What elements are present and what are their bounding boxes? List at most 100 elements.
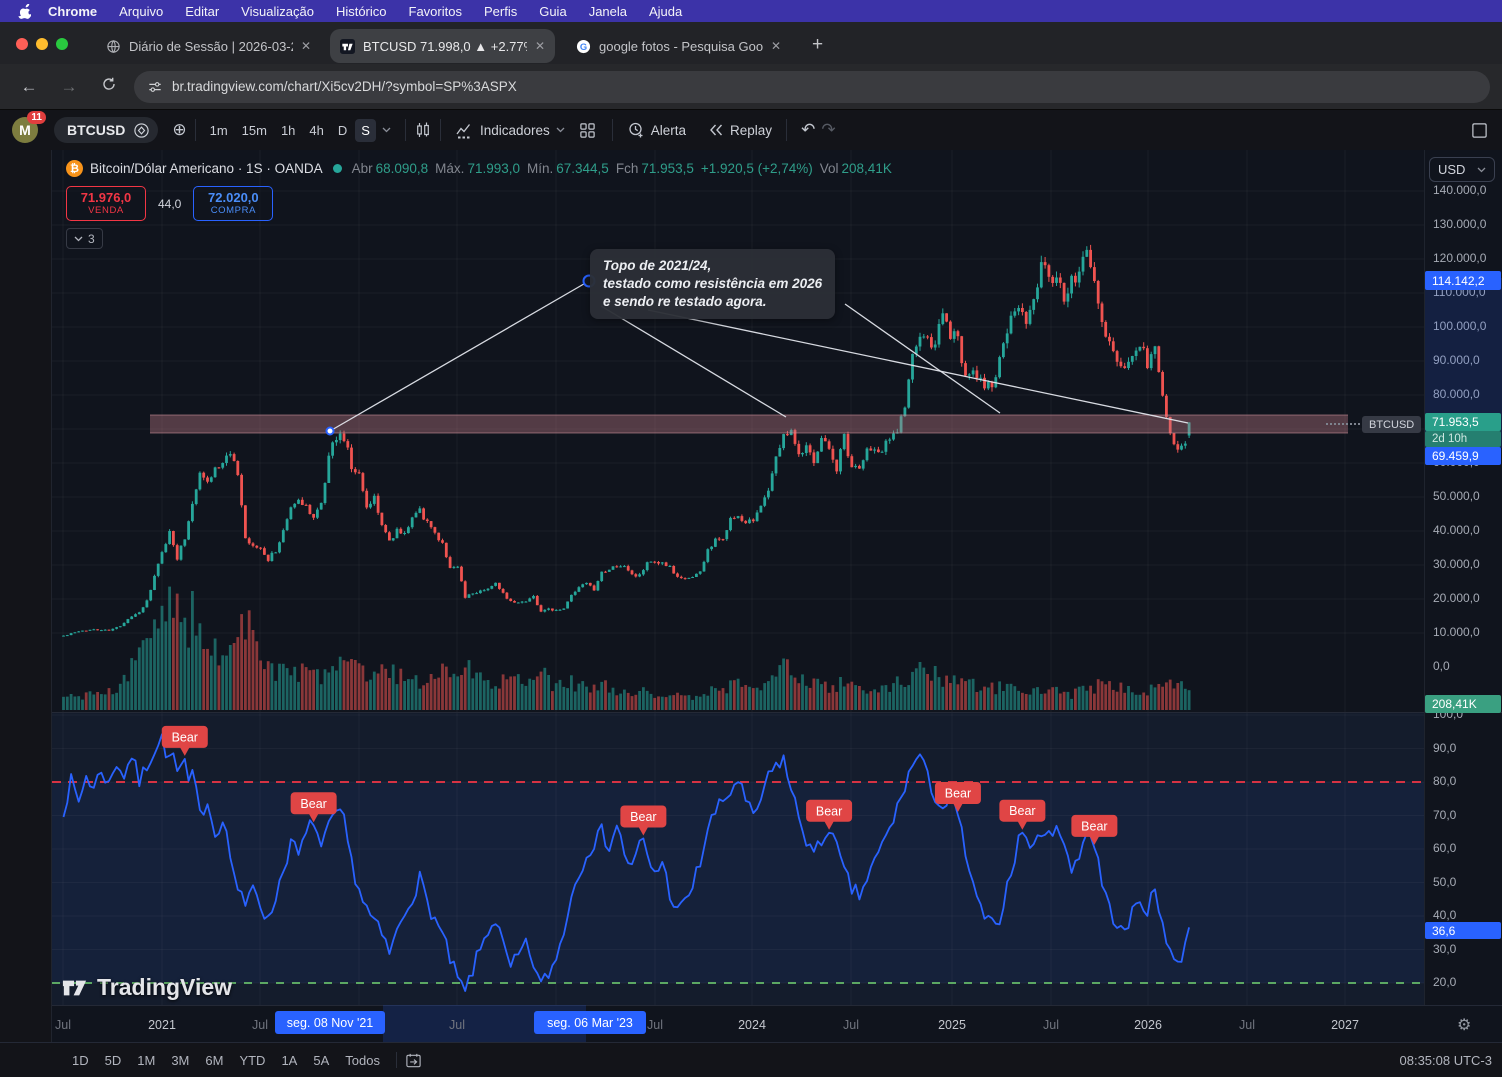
price-tick-10000: 10.000,0	[1433, 625, 1480, 639]
close-icon[interactable]: ✕	[300, 39, 311, 53]
symbol-detail-icon[interactable]	[133, 122, 150, 139]
resistance-zone[interactable]	[150, 414, 1348, 434]
timeframe-1m[interactable]: 1m	[209, 122, 228, 138]
indicators-button[interactable]: Indicadores	[449, 121, 571, 139]
symbol-search[interactable]: BTCUSD	[54, 117, 159, 143]
range-5a[interactable]: 5A	[313, 1052, 330, 1068]
timeframe-list: 1m 15m 1h 4h D S	[204, 118, 376, 142]
tradingview-watermark: TradingView	[62, 974, 232, 1001]
undo-button[interactable]: ↶	[801, 120, 816, 139]
buy-button[interactable]: 72.020,0 COMPRA	[193, 186, 274, 221]
volume-bars	[62, 586, 1191, 710]
timeframe-D[interactable]: D	[337, 122, 348, 138]
site-settings-icon[interactable]	[148, 80, 162, 94]
symbol-legend[interactable]: ₿ Bitcoin/Dólar Americano · 1S · OANDA A…	[66, 160, 892, 177]
currency-selector[interactable]: USD	[1429, 157, 1495, 182]
minimize-window-button[interactable]	[36, 38, 48, 50]
menubar-item-ajuda[interactable]: Ajuda	[649, 3, 683, 19]
timeframe-1h[interactable]: 1h	[280, 122, 296, 138]
range-ytd[interactable]: YTD	[239, 1052, 266, 1068]
range-5d[interactable]: 5D	[104, 1052, 122, 1068]
trend-lines[interactable]	[325, 274, 1189, 436]
range-3m[interactable]: 3M	[171, 1052, 190, 1068]
user-avatar[interactable]: M 11	[12, 111, 46, 143]
price-tick-20000: 20.000,0	[1433, 591, 1480, 605]
legend-title[interactable]: Bitcoin/Dólar Americano · 1S · OANDA	[90, 161, 323, 176]
time-axis[interactable]: seg. 08 Nov '21 seg. 06 Mar '23 Jul 2021 J…	[52, 1005, 1424, 1042]
pane-divider[interactable]	[52, 1005, 1502, 1006]
bear-marker[interactable]: Bear	[161, 725, 208, 756]
menubar-item-editar[interactable]: Editar	[185, 3, 220, 19]
menubar-item-visualização[interactable]: Visualização	[241, 3, 314, 19]
timeframe-15m[interactable]: 15m	[241, 122, 267, 138]
close-icon[interactable]: ✕	[770, 39, 781, 53]
go-to-date-button[interactable]	[405, 1052, 422, 1069]
chevron-down-icon[interactable]	[382, 127, 391, 133]
svg-text:Bear: Bear	[816, 804, 842, 818]
bear-marker[interactable]: Bear	[1071, 814, 1118, 845]
close-icon[interactable]: ✕	[534, 39, 545, 53]
candle-style-button[interactable]	[414, 121, 432, 139]
new-tab-button[interactable]: +	[812, 34, 824, 55]
redo-button[interactable]: ↷	[821, 120, 836, 139]
menubar-item-arquivo[interactable]: Arquivo	[119, 3, 164, 19]
bear-marker[interactable]: Bear	[934, 781, 981, 812]
low-label: Mín.	[527, 161, 554, 176]
time-tick-Jul: Jul	[1239, 1018, 1255, 1032]
bear-marker[interactable]: Bear	[806, 799, 853, 830]
pane-divider[interactable]	[52, 712, 1502, 713]
menubar-item-guia[interactable]: Guia	[539, 3, 567, 19]
forward-button[interactable]: →	[60, 76, 78, 96]
alert-button[interactable]: Alerta	[621, 121, 692, 139]
tab-title: Diário de Sessão | 2026-03-2	[129, 38, 293, 54]
replay-icon	[708, 122, 724, 138]
time-tick-Jul: Jul	[1043, 1018, 1059, 1032]
menubar-item-favoritos[interactable]: Favoritos	[408, 3, 462, 19]
compare-add-symbol-button[interactable]: ⊕	[172, 120, 187, 139]
address-bar[interactable]: br.tradingview.com/chart/Xi5cv2DH/?symbo…	[134, 70, 1490, 103]
bear-marker[interactable]: Bear	[620, 805, 667, 836]
close-window-button[interactable]	[16, 38, 28, 50]
oscillator-pane[interactable]: Bear Bear Bear Bear Bear Bear Bear	[52, 713, 1424, 1005]
range-1d[interactable]: 1D	[72, 1052, 89, 1068]
zoom-window-button[interactable]	[56, 38, 68, 50]
bottom-toolbar: 1D 5D 1M 3M 6M YTD 1A 5A Todos 08:35:08 UTC-3	[0, 1042, 1502, 1077]
tab-title: BTCUSD 71.998,0 ▲ +2.77%	[363, 38, 527, 54]
chart-symbol-label[interactable]: BTCUSD	[1362, 416, 1422, 433]
price-chart-pane[interactable]	[52, 150, 1424, 712]
clock[interactable]: 08:35:08 UTC-3	[1399, 1052, 1493, 1068]
range-1m[interactable]: 1M	[137, 1052, 156, 1068]
back-button[interactable]: ←	[20, 76, 38, 96]
window-controls[interactable]	[16, 38, 68, 50]
bear-marker[interactable]: Bear	[999, 799, 1046, 830]
menubar-item-chrome[interactable]: Chrome	[48, 3, 98, 19]
symbol-name: BTCUSD	[67, 122, 126, 138]
divider	[786, 119, 788, 141]
chevron-down-icon	[74, 236, 83, 241]
range-1a[interactable]: 1A	[281, 1052, 298, 1068]
apple-icon[interactable]	[18, 3, 31, 19]
menubar-item-histórico[interactable]: Histórico	[335, 3, 387, 19]
bear-marker[interactable]: Bear	[290, 792, 337, 823]
annotation-callout[interactable]: Topo de 2021/24, testado como resistênci…	[590, 249, 836, 319]
timeframe-4h[interactable]: 4h	[309, 122, 324, 138]
range-6m[interactable]: 6M	[205, 1052, 224, 1068]
price-line-connector	[1326, 423, 1360, 425]
menubar-item-janela[interactable]: Janela	[588, 3, 627, 19]
fullscreen-button[interactable]	[1471, 122, 1488, 139]
replay-button[interactable]: Replay	[702, 122, 778, 138]
sell-button[interactable]: 71.976,0 VENDA	[66, 186, 146, 221]
price-tick-120000: 120.000,0	[1433, 251, 1487, 265]
tab-btcusd-active[interactable]: BTCUSD 71.998,0 ▲ +2.77% ✕	[330, 29, 555, 63]
tab-diario-de-sessao[interactable]: Diário de Sessão | 2026-03-2 ✕	[96, 29, 321, 63]
object-tree-chip[interactable]: 3	[66, 228, 103, 249]
reload-button[interactable]	[98, 76, 120, 97]
layout-grid-button[interactable]	[579, 122, 596, 139]
time-axis-settings-icon[interactable]: ⚙	[1457, 1017, 1472, 1034]
menubar-item-perfis[interactable]: Perfis	[483, 3, 518, 19]
tab-google-fotos[interactable]: G google fotos - Pesquisa Goog ✕	[566, 29, 791, 63]
osc-tick-90: 90,0	[1433, 740, 1457, 755]
range-todos[interactable]: Todos	[345, 1052, 380, 1068]
timeframe-S[interactable]: S	[355, 118, 376, 142]
